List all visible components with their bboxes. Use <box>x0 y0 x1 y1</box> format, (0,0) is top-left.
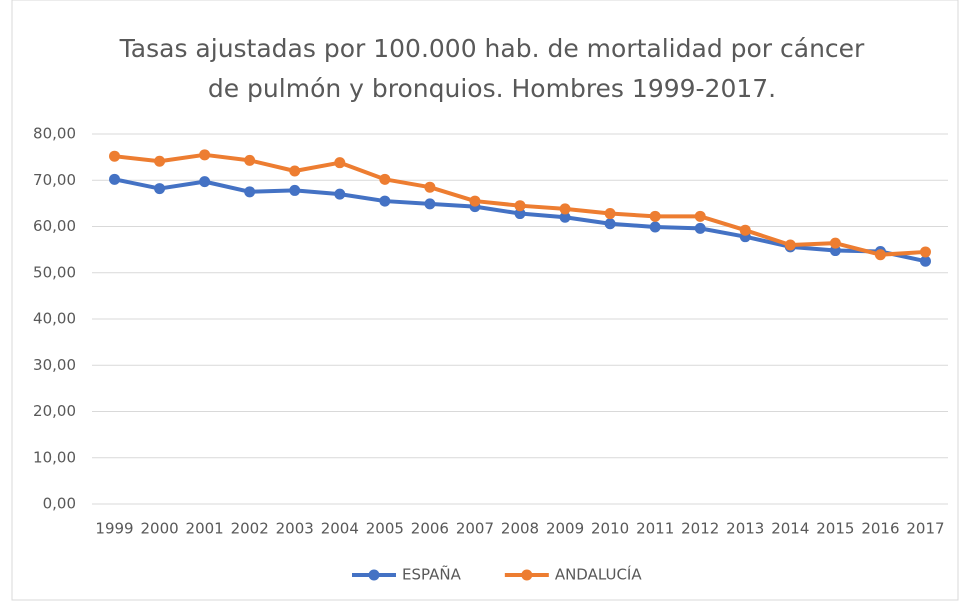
data-point <box>919 246 931 258</box>
x-tick-label: 2006 <box>411 520 449 538</box>
x-tick-label: 2017 <box>906 520 944 538</box>
data-point <box>424 181 436 193</box>
data-point <box>604 218 616 230</box>
chart-title: Tasas ajustadas por 100.000 hab. de mort… <box>119 34 865 63</box>
data-point <box>244 186 256 198</box>
data-point <box>559 211 571 223</box>
data-point <box>289 165 301 177</box>
x-tick-label: 2015 <box>816 520 854 538</box>
data-point <box>154 155 166 167</box>
data-point <box>919 255 931 267</box>
x-tick-label: 2009 <box>546 520 584 538</box>
x-tick-label: 2003 <box>276 520 314 538</box>
y-tick-label: 10,00 <box>33 448 76 466</box>
y-tick-label: 40,00 <box>33 310 76 328</box>
data-point <box>694 222 706 234</box>
x-tick-label: 2008 <box>501 520 539 538</box>
data-point <box>874 249 886 261</box>
x-tick-label: 2001 <box>186 520 224 538</box>
x-tick-label: 2000 <box>140 520 178 538</box>
data-point <box>334 188 346 200</box>
x-tick-label: 2016 <box>861 520 899 538</box>
legend-label: ESPAÑA <box>402 565 462 584</box>
data-point <box>199 149 211 161</box>
data-point <box>829 237 841 249</box>
x-tick-label: 2011 <box>636 520 674 538</box>
y-tick-label: 80,00 <box>33 125 76 143</box>
y-tick-label: 0,00 <box>43 495 76 513</box>
data-point <box>379 195 391 207</box>
y-tick-label: 20,00 <box>33 402 76 420</box>
data-point <box>244 154 256 166</box>
legend-marker <box>521 569 533 581</box>
y-tick-label: 30,00 <box>33 356 76 374</box>
x-tick-label: 2010 <box>591 520 629 538</box>
chart-title: de pulmón y bronquios. Hombres 1999-2017… <box>208 74 776 103</box>
data-point <box>604 208 616 220</box>
data-point <box>379 173 391 185</box>
data-point <box>154 183 166 195</box>
y-tick-label: 70,00 <box>33 171 76 189</box>
y-tick-label: 60,00 <box>33 217 76 235</box>
chart-frame <box>11 0 959 601</box>
legend-marker <box>368 569 380 581</box>
x-tick-label: 2002 <box>231 520 269 538</box>
x-tick-label: 2013 <box>726 520 764 538</box>
legend-label: ANDALUCÍA <box>555 565 643 584</box>
data-point <box>199 176 211 188</box>
x-tick-label: 2014 <box>771 520 809 538</box>
y-tick-label: 50,00 <box>33 263 76 281</box>
data-point <box>784 239 796 251</box>
x-tick-label: 2004 <box>321 520 359 538</box>
data-point <box>424 198 436 210</box>
data-point <box>109 173 121 185</box>
data-point <box>559 203 571 215</box>
x-tick-label: 2005 <box>366 520 404 538</box>
data-point <box>514 208 526 220</box>
x-tick-label: 2012 <box>681 520 719 538</box>
x-tick-label: 2007 <box>456 520 494 538</box>
x-tick-label: 1999 <box>95 520 133 538</box>
data-point <box>289 184 301 196</box>
data-point <box>514 200 526 212</box>
data-point <box>469 195 481 207</box>
data-point <box>649 221 661 233</box>
data-point <box>649 210 661 222</box>
data-point <box>109 150 121 162</box>
data-point <box>694 210 706 222</box>
data-point <box>334 157 346 169</box>
data-point <box>739 224 751 236</box>
